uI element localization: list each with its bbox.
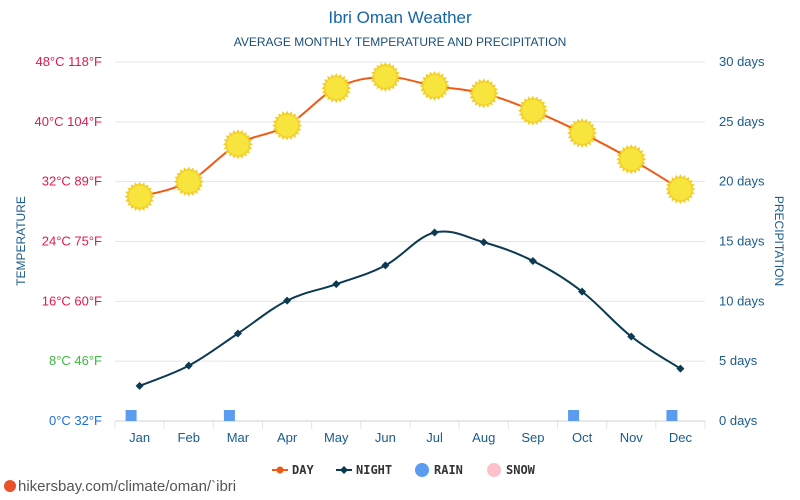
x-tick-label: Aug xyxy=(472,430,495,445)
sun-disc xyxy=(374,65,397,88)
left-tick-label: 8°C 46°F xyxy=(49,353,102,368)
sun-disc xyxy=(325,77,348,100)
sun-disc xyxy=(423,74,446,97)
chart-title: Ibri Oman Weather xyxy=(328,8,472,27)
sun-icon xyxy=(272,110,303,141)
sun-icon xyxy=(616,144,647,175)
legend-label: NIGHT xyxy=(356,463,392,477)
sun-disc xyxy=(620,148,643,171)
night-point xyxy=(184,361,193,370)
night-point xyxy=(430,228,439,237)
legend-item-snow: SNOW xyxy=(487,463,536,477)
x-tick-label: Jun xyxy=(375,430,396,445)
night-point xyxy=(528,256,537,265)
legend-marker xyxy=(487,463,501,477)
right-tick-label: 15 days xyxy=(719,234,765,249)
sun-disc xyxy=(276,114,299,137)
sun-icon xyxy=(124,181,155,212)
rain-marker xyxy=(125,410,137,422)
y-axis-left-title: TEMPERATURE xyxy=(14,196,28,286)
x-tick-label: Feb xyxy=(178,430,200,445)
sun-icon xyxy=(370,61,401,92)
sun-disc xyxy=(128,185,151,208)
x-tick-label: Jan xyxy=(129,430,150,445)
rain-marker xyxy=(223,410,235,422)
right-tick-label: 10 days xyxy=(719,293,765,308)
legend-item-night: NIGHT xyxy=(336,463,392,477)
legend-item-rain: RAIN xyxy=(415,463,463,477)
x-tick-label: Jul xyxy=(426,430,443,445)
sun-disc xyxy=(571,122,594,145)
source-link[interactable]: hikersbay.com/climate/oman/`ibri xyxy=(4,478,236,495)
right-tick-label: 0 days xyxy=(719,413,758,428)
night-point xyxy=(233,329,242,338)
left-tick-label: 40°C 104°F xyxy=(35,114,103,129)
night-point xyxy=(479,238,488,247)
legend-label: RAIN xyxy=(434,463,463,477)
left-tick-label: 16°C 60°F xyxy=(42,293,102,308)
sun-icon xyxy=(321,73,352,104)
legend-label: DAY xyxy=(292,463,314,477)
sun-disc xyxy=(177,170,200,193)
location-pin-icon xyxy=(4,480,16,492)
legend-marker xyxy=(340,466,348,474)
x-tick-label: Apr xyxy=(277,430,298,445)
sun-icon xyxy=(222,129,253,160)
sun-disc xyxy=(472,82,495,105)
sun-icon xyxy=(567,118,598,149)
night-point xyxy=(381,261,390,270)
sun-icon xyxy=(468,78,499,109)
night-point xyxy=(283,296,292,305)
night-point xyxy=(135,381,144,390)
x-tick-label: Mar xyxy=(227,430,250,445)
x-tick-label: Sep xyxy=(521,430,544,445)
right-tick-label: 25 days xyxy=(719,114,765,129)
left-tick-label: 48°C 118°F xyxy=(35,54,102,69)
legend-item-day: DAY xyxy=(272,463,314,477)
rain-marker xyxy=(666,410,678,422)
sun-disc xyxy=(521,99,544,122)
sun-icon xyxy=(173,166,204,197)
sun-disc xyxy=(669,178,692,201)
right-tick-label: 5 days xyxy=(719,353,758,368)
legend-marker xyxy=(276,466,284,474)
chart-subtitle: AVERAGE MONTHLY TEMPERATURE AND PRECIPIT… xyxy=(234,35,567,49)
x-tick-label: Nov xyxy=(620,430,644,445)
right-tick-label: 30 days xyxy=(719,54,765,69)
x-tick-label: Oct xyxy=(572,430,593,445)
day-series-line xyxy=(139,75,681,198)
right-tick-label: 20 days xyxy=(719,174,765,189)
sun-icon xyxy=(665,174,696,205)
night-series-line xyxy=(139,230,681,387)
night-point xyxy=(627,332,636,341)
source-text: hikersbay.com/climate/oman/`ibri xyxy=(18,478,237,495)
night-point xyxy=(578,287,587,296)
x-tick-label: May xyxy=(324,430,349,445)
left-tick-label: 24°C 75°F xyxy=(42,234,102,249)
legend-label: SNOW xyxy=(506,463,536,477)
rain-marker xyxy=(568,410,580,422)
night-point xyxy=(332,280,341,289)
y-axis-right-title: PRECIPITATION xyxy=(772,196,786,286)
x-tick-label: Dec xyxy=(669,430,693,445)
sun-icon xyxy=(419,70,450,101)
sun-disc xyxy=(226,133,249,156)
sun-icon xyxy=(517,95,548,126)
legend-marker xyxy=(415,463,429,477)
left-tick-label: 0°C 32°F xyxy=(49,413,102,428)
night-point xyxy=(676,364,685,373)
left-tick-label: 32°C 89°F xyxy=(42,174,102,189)
